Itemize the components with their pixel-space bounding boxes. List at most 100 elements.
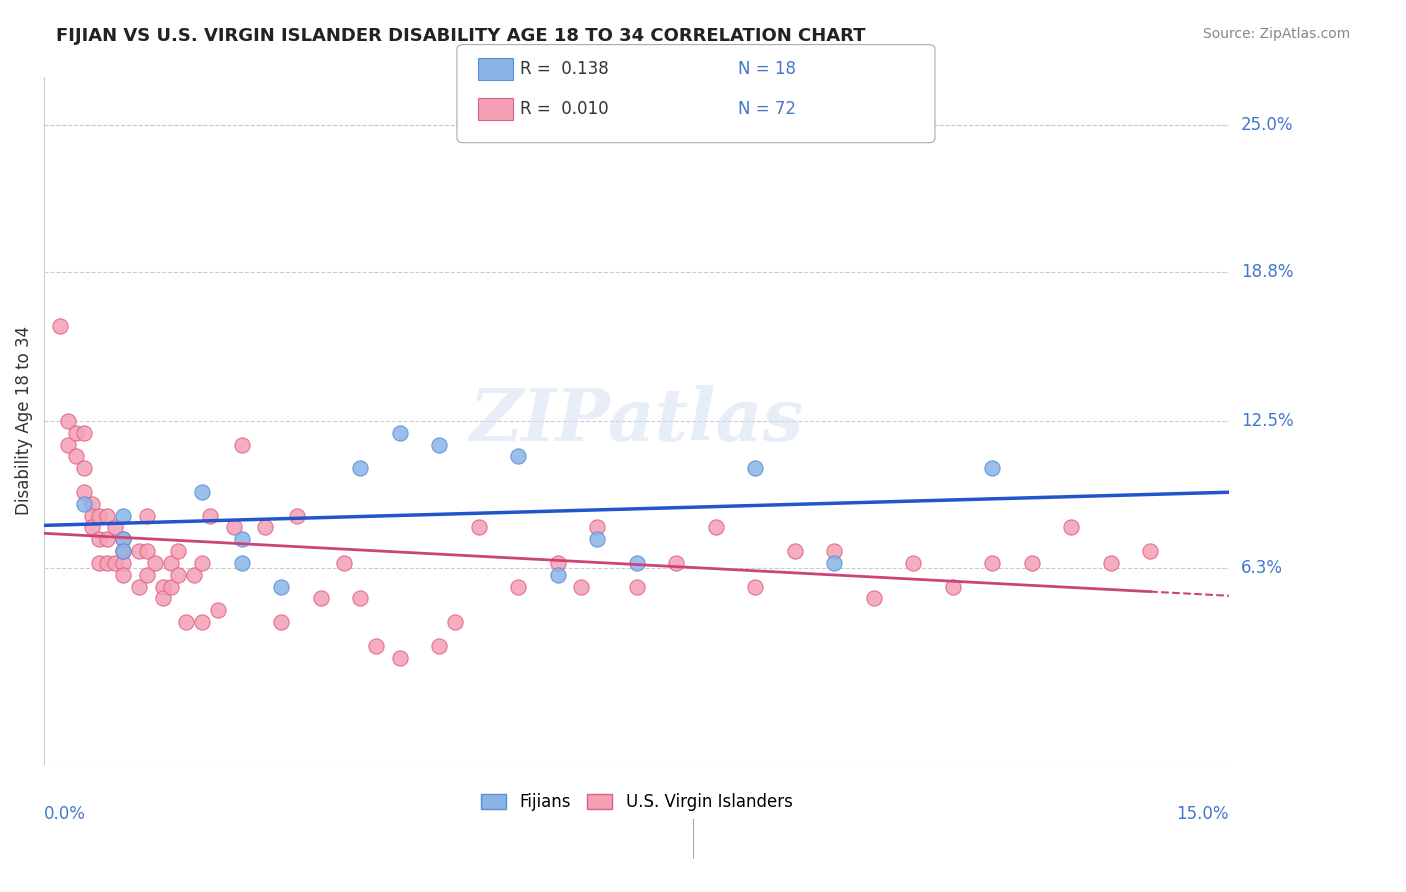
Text: FIJIAN VS U.S. VIRGIN ISLANDER DISABILITY AGE 18 TO 34 CORRELATION CHART: FIJIAN VS U.S. VIRGIN ISLANDER DISABILIT… [56,27,866,45]
Point [744,461,766,475]
Point [143,556,166,570]
Point [388,425,411,440]
Point [135,508,157,523]
Point [586,533,609,547]
Point [112,544,135,558]
Point [89,508,111,523]
Point [80,497,103,511]
Point [823,544,845,558]
Point [191,484,214,499]
Point [80,508,103,523]
Point [152,580,174,594]
Point [388,650,411,665]
Point [569,580,592,594]
Text: ZIPatlas: ZIPatlas [470,385,804,457]
Text: 6.3%: 6.3% [1241,558,1282,577]
Point [744,580,766,594]
Point [783,544,806,558]
Point [427,437,450,451]
Point [254,520,277,534]
Point [309,591,332,606]
Point [333,556,356,570]
Point [65,425,87,440]
Text: 25.0%: 25.0% [1241,116,1294,134]
Point [626,556,648,570]
Text: N = 72: N = 72 [738,100,796,118]
Point [176,615,198,629]
Point [89,556,111,570]
Point [349,461,371,475]
Point [1021,556,1043,570]
Text: N = 18: N = 18 [738,60,796,78]
Point [56,437,79,451]
Point [981,461,1004,475]
Point [104,556,127,570]
Point [112,508,135,523]
Text: R =  0.138: R = 0.138 [520,60,609,78]
Point [112,544,135,558]
Text: 18.8%: 18.8% [1241,262,1294,281]
Point [159,556,181,570]
Point [506,450,529,464]
Point [207,603,229,617]
Point [135,544,157,558]
Point [72,497,94,511]
Point [96,556,118,570]
Point [167,544,190,558]
Point [1139,544,1161,558]
Point [72,484,94,499]
Point [65,450,87,464]
Point [231,437,253,451]
Point [231,556,253,570]
Text: 15.0%: 15.0% [1177,805,1229,823]
Point [586,520,609,534]
Point [349,591,371,606]
Point [104,520,127,534]
Point [901,556,924,570]
Point [506,580,529,594]
Point [80,520,103,534]
Point [270,615,292,629]
Point [942,580,965,594]
Point [112,533,135,547]
Point [270,580,292,594]
Point [128,544,150,558]
Point [191,556,214,570]
Legend: Fijians, U.S. Virgin Islanders: Fijians, U.S. Virgin Islanders [474,787,799,818]
Point [364,639,387,653]
Point [467,520,489,534]
Point [981,556,1004,570]
Point [72,461,94,475]
Point [626,580,648,594]
Point [112,556,135,570]
Point [167,567,190,582]
Point [96,508,118,523]
Point [183,567,205,582]
Point [128,580,150,594]
Point [285,508,308,523]
Point [823,556,845,570]
Point [547,556,569,570]
Point [135,567,157,582]
Point [427,639,450,653]
Point [704,520,727,534]
Point [112,533,135,547]
Text: R =  0.010: R = 0.010 [520,100,609,118]
Point [1060,520,1083,534]
Point [547,567,569,582]
Text: Source: ZipAtlas.com: Source: ZipAtlas.com [1202,27,1350,41]
Text: 0.0%: 0.0% [44,805,86,823]
Point [222,520,245,534]
Point [862,591,884,606]
Y-axis label: Disability Age 18 to 34: Disability Age 18 to 34 [15,326,32,516]
Point [49,319,72,334]
Point [89,533,111,547]
Point [72,425,94,440]
Point [112,567,135,582]
Point [444,615,467,629]
Point [56,414,79,428]
Point [1099,556,1122,570]
Point [665,556,688,570]
Point [198,508,221,523]
Point [191,615,214,629]
